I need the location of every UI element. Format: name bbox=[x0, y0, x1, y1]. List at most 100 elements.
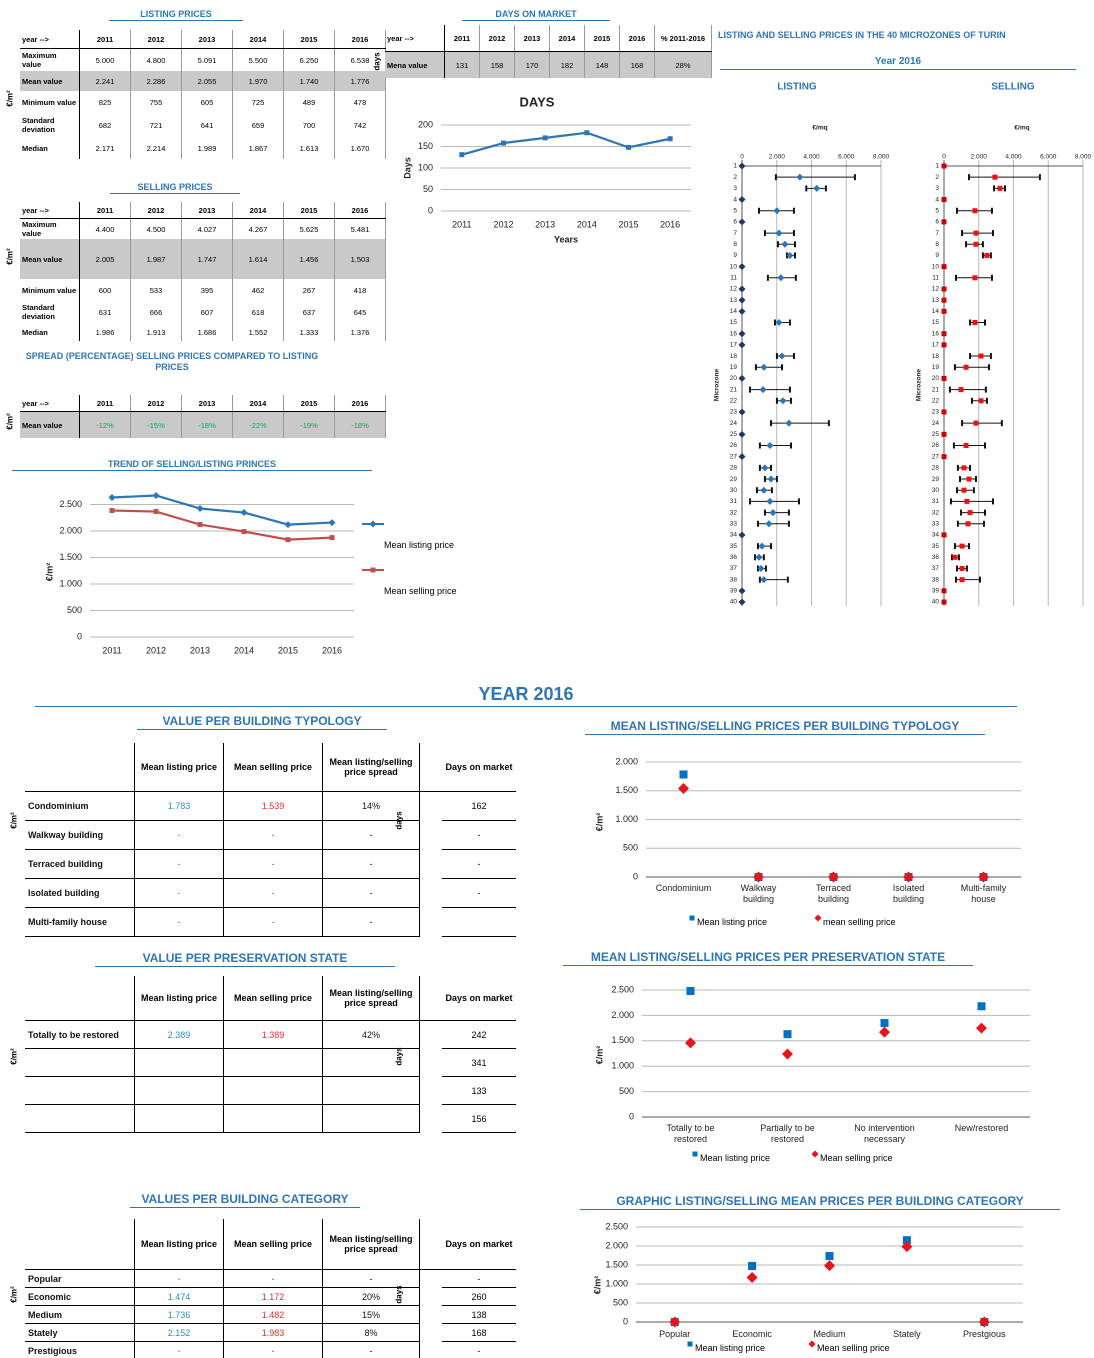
table-cell: 5.625 bbox=[283, 218, 335, 239]
table-cell: 2.241 bbox=[79, 71, 131, 91]
legend-label: Mean listing price bbox=[695, 1343, 766, 1353]
header-cell: year --> bbox=[20, 395, 80, 412]
header-cell bbox=[25, 976, 135, 1021]
y-tick-label: 2 bbox=[733, 174, 737, 181]
data-point bbox=[738, 374, 746, 382]
data-point bbox=[766, 497, 774, 505]
table-cell: 1.552 bbox=[232, 323, 284, 341]
data-point bbox=[941, 308, 947, 314]
legend-label: Mean selling price bbox=[384, 586, 457, 596]
y-tick-label: 500 bbox=[613, 1297, 628, 1307]
y-axis-label: Microzone bbox=[714, 369, 721, 402]
header-cell: 2016 bbox=[334, 395, 386, 412]
section-title: SELLING PRICES bbox=[110, 182, 240, 195]
header-cell: 2015 bbox=[283, 202, 335, 219]
data-point bbox=[738, 531, 746, 539]
table-cell: 666 bbox=[130, 301, 182, 323]
table-cell: 2.214 bbox=[130, 137, 182, 159]
data-point bbox=[879, 1026, 890, 1038]
data-table: year --> 2011 2012 2013 2014 2015 2016% 2011-2… bbox=[385, 25, 712, 78]
y-tick-label: 1.500 bbox=[611, 1035, 634, 1045]
data-point bbox=[978, 353, 984, 359]
legend-label: Mean listing price bbox=[700, 1153, 771, 1163]
legend-label: Mean listing price bbox=[384, 540, 455, 550]
data-point bbox=[501, 140, 506, 146]
section-title: GRAPHIC LISTING/SELLING MEAN PRICES PER … bbox=[580, 1194, 1060, 1210]
header-cell: Mean listing/selling price spread bbox=[322, 743, 420, 792]
table-cell: 1.376 bbox=[334, 323, 386, 341]
data-point bbox=[828, 871, 839, 883]
header-cell: 2011 bbox=[79, 395, 131, 412]
data-table: year --> 2011 2012 2013 2014 2015 2016 Maximum … bbox=[20, 30, 386, 159]
spacer-cell bbox=[420, 1021, 443, 1049]
y-tick-label: 37 bbox=[932, 565, 940, 572]
table-cell: - bbox=[442, 820, 516, 850]
header-cell: 2016 bbox=[619, 25, 655, 52]
data-point bbox=[738, 196, 746, 204]
data-point bbox=[796, 173, 804, 181]
y-tick-label: 2 bbox=[935, 174, 939, 181]
spacer-cell bbox=[420, 850, 443, 879]
data-point bbox=[760, 576, 768, 584]
table-cell: 1.686 bbox=[181, 323, 233, 341]
y-tick-label: 3 bbox=[733, 185, 737, 192]
table-cell: 4.267 bbox=[232, 218, 284, 239]
data-point bbox=[685, 1037, 696, 1049]
x-tick-label: 2011 bbox=[102, 645, 121, 655]
spacer-cell bbox=[420, 908, 443, 937]
y-tick-label: 11 bbox=[730, 275, 737, 282]
y-tick-label: 29 bbox=[932, 476, 940, 483]
y-tick-label: 38 bbox=[730, 576, 738, 583]
y-tick-label: 27 bbox=[730, 453, 738, 460]
table-cell: Condominium bbox=[25, 791, 135, 821]
table-cell: -18% bbox=[181, 411, 233, 438]
data-point bbox=[902, 1236, 911, 1245]
chart-subtitle: Year 2016 bbox=[720, 56, 1076, 70]
table-cell: Mean value bbox=[20, 239, 80, 279]
header-cell: Mean selling price bbox=[223, 1219, 323, 1270]
table-cell: -22% bbox=[232, 411, 284, 438]
y-tick-label: 5 bbox=[733, 207, 737, 214]
x-tick-label: No intervention necessary bbox=[854, 1123, 915, 1144]
x-tick-label: Partially to be restored bbox=[760, 1123, 815, 1144]
data-point bbox=[738, 307, 746, 315]
table-cell bbox=[25, 1104, 135, 1133]
header-cell: 2016 bbox=[334, 202, 386, 219]
table-cell: 631 bbox=[79, 301, 131, 323]
y-tick-label: 12 bbox=[730, 286, 738, 293]
data-point bbox=[978, 871, 989, 883]
data-point bbox=[679, 770, 688, 779]
table-cell: - bbox=[322, 1269, 420, 1288]
x-tick-label: Multi-family house bbox=[960, 883, 1007, 904]
table-cell: Terraced building bbox=[25, 849, 135, 879]
y-axis-label: Days bbox=[402, 157, 412, 179]
x-tick-label: Stately bbox=[893, 1329, 921, 1339]
table-cell: 682 bbox=[79, 113, 131, 137]
table-cell: 721 bbox=[130, 113, 182, 137]
y-tick-label: 0 bbox=[77, 631, 82, 641]
table-cell bbox=[25, 1076, 135, 1105]
data-point bbox=[941, 454, 947, 460]
table-cell: 1.503 bbox=[334, 239, 386, 279]
header-cell: 2011 bbox=[79, 30, 131, 49]
spacer-cell bbox=[420, 1270, 443, 1288]
table-cell: Mean value bbox=[20, 71, 80, 91]
y-tick-label: 1 bbox=[733, 163, 737, 170]
spacer-cell bbox=[420, 1105, 443, 1133]
chart-title: LISTING AND SELLING PRICES IN THE 40 MIC… bbox=[718, 30, 1006, 40]
data-point bbox=[738, 296, 746, 304]
table-cell: - bbox=[322, 820, 420, 850]
y-tick-label: 8 bbox=[935, 241, 939, 248]
table-cell: 1.983 bbox=[223, 1323, 323, 1342]
header-cell: 2014 bbox=[232, 395, 284, 412]
data-point bbox=[941, 375, 947, 381]
y-tick-label: 34 bbox=[932, 532, 940, 539]
y-tick-label: 25 bbox=[730, 431, 738, 438]
header-cell: year --> bbox=[20, 30, 80, 49]
table-cell: 1.614 bbox=[232, 239, 284, 279]
table-cell: Minimum value bbox=[20, 279, 80, 301]
data-point bbox=[997, 185, 1003, 191]
table-cell: Mean value bbox=[20, 411, 80, 438]
table-header: year --> 2011 2012 2013 2014 2015 2016 bbox=[20, 30, 386, 49]
header-cell: 2015 bbox=[283, 395, 335, 412]
